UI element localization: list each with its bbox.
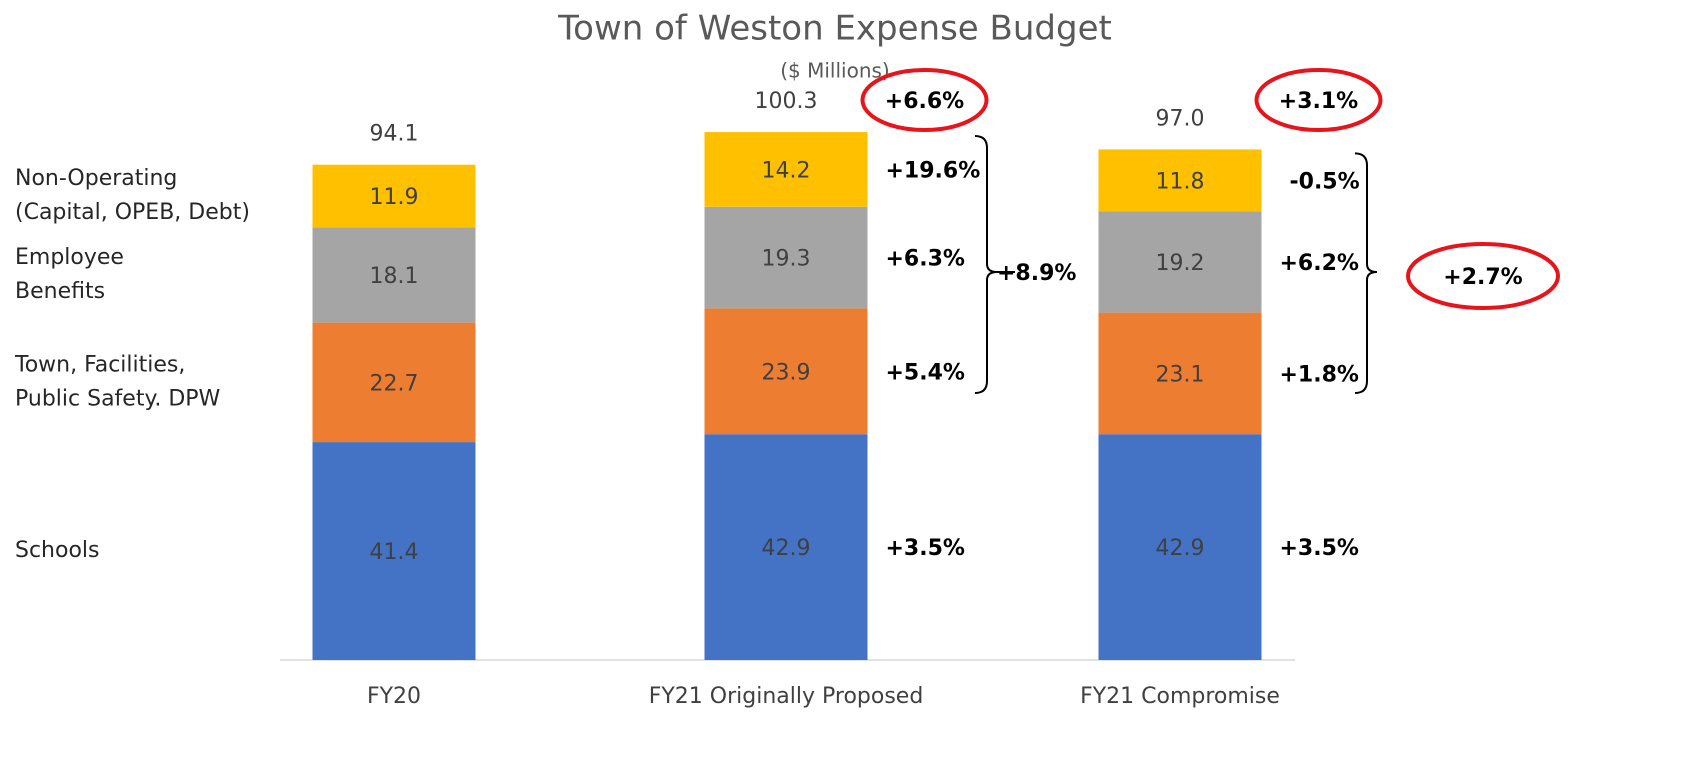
series-label: (Capital, OPEB, Debt) [15,200,250,225]
segment-label: 14.2 [762,158,811,183]
total-change-label: +6.6% [885,89,964,114]
highlight-circle [1406,242,1560,310]
change-label: -0.5% [1290,169,1360,194]
chart-title: Town of Weston Expense Budget [557,9,1112,49]
change-label: +3.5% [1280,536,1359,561]
segment-label: 11.9 [370,185,419,210]
series-label: Benefits [15,279,105,304]
change-label: +6.3% [886,247,965,272]
series-label: Schools [15,538,100,563]
highlight-circle [860,68,989,132]
segment-label: 19.2 [1156,251,1205,276]
bar-segment [312,322,476,443]
chart-subtitle: ($ Millions) [780,59,890,83]
segment-label: 42.9 [1156,536,1205,561]
segment-label: 19.3 [762,247,811,272]
bar-segment [312,442,476,660]
total-change-label: +3.1% [1279,89,1358,114]
bar-segment [312,227,476,323]
series-label: Non-Operating [15,166,177,191]
x-tick-label: FY21 Originally Proposed [649,684,924,709]
change-label: +3.5% [886,536,965,561]
bar-segment [704,206,868,309]
bar-segment [704,132,868,207]
bar-segment [704,434,868,660]
bar-segment [704,308,868,435]
segment-label: 41.4 [370,540,419,565]
total-label: 94.1 [370,122,419,147]
group-change-label: +8.9% [997,261,1076,286]
bracket [1354,152,1378,394]
change-label: +1.8% [1280,362,1359,387]
bar-segment [312,164,476,228]
segment-label: 23.9 [762,360,811,385]
change-label: +19.6% [886,158,981,183]
highlight-circle [1254,68,1383,132]
total-label: 97.0 [1156,106,1205,131]
change-label: +6.2% [1280,251,1359,276]
segment-label: 42.9 [762,536,811,561]
bar-segment [1098,312,1262,435]
change-label: +5.4% [886,360,965,385]
series-label: Public Safety. DPW [15,386,221,411]
x-tick-label: FY21 Compromise [1080,684,1280,709]
x-tick-label: FY20 [367,684,421,709]
group-change-label: +2.7% [1443,265,1522,290]
segment-label: 22.7 [370,371,419,396]
segment-label: 11.8 [1156,169,1205,194]
series-label: Town, Facilities, [14,352,185,377]
bar-segment [1098,149,1262,212]
segment-label: 23.1 [1156,362,1205,387]
bar-segment [1098,434,1262,660]
series-label: Employee [15,245,124,270]
total-label: 100.3 [755,89,818,114]
bar-segment [1098,211,1262,313]
segment-label: 18.1 [370,264,419,289]
